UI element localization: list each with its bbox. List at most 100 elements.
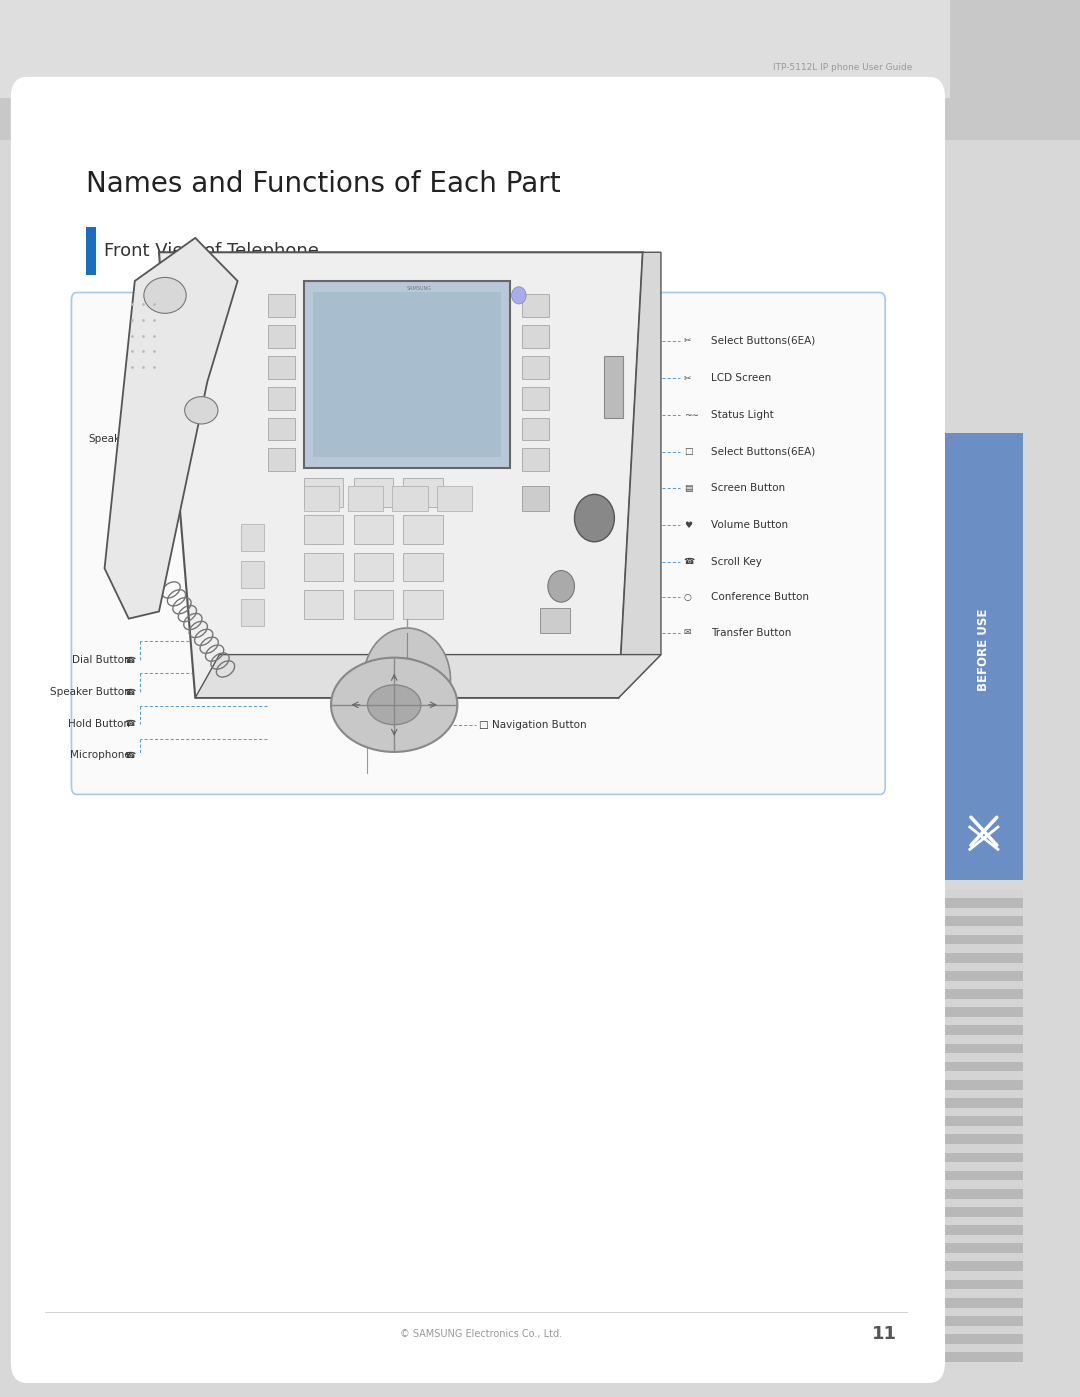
Bar <box>945 1235 1023 1243</box>
Bar <box>305 486 339 511</box>
Bar <box>305 515 343 543</box>
Text: ☎: ☎ <box>124 750 136 760</box>
Text: ✉: ✉ <box>684 629 691 637</box>
Bar <box>945 1134 1023 1144</box>
Bar <box>945 1308 1023 1316</box>
Text: □: □ <box>684 447 692 457</box>
Text: ✂: ✂ <box>684 337 691 345</box>
Bar <box>945 1035 1023 1044</box>
Bar <box>945 1271 1023 1280</box>
Bar <box>436 486 472 511</box>
Bar <box>403 515 443 543</box>
Bar <box>945 1189 1023 1199</box>
Bar <box>945 953 1023 963</box>
Bar <box>0 0 1080 140</box>
Bar <box>354 515 393 543</box>
Bar <box>945 1334 1023 1344</box>
Text: SAMSUNG: SAMSUNG <box>406 285 432 291</box>
Bar <box>945 1025 1023 1035</box>
Bar <box>0 0 950 98</box>
Bar <box>268 326 295 348</box>
Bar <box>945 1344 1023 1352</box>
Ellipse shape <box>144 278 186 313</box>
Bar <box>945 1217 1023 1225</box>
Bar <box>945 981 1023 989</box>
Bar <box>945 1098 1023 1108</box>
Bar <box>945 1253 1023 1261</box>
Bar <box>86 226 96 275</box>
Bar <box>945 963 1023 971</box>
Bar <box>403 553 443 581</box>
Bar <box>945 1090 1023 1098</box>
Bar <box>945 1316 1023 1326</box>
Bar <box>241 562 264 588</box>
Text: ☎: ☎ <box>684 557 696 566</box>
Bar <box>945 999 1023 1007</box>
Polygon shape <box>105 237 238 619</box>
Bar <box>522 293 549 317</box>
Text: © SAMSUNG Electronics Co., Ltd.: © SAMSUNG Electronics Co., Ltd. <box>400 1330 562 1340</box>
Bar <box>945 1108 1023 1116</box>
Bar <box>268 418 295 440</box>
Bar <box>241 524 264 552</box>
Text: ✂: ✂ <box>684 374 691 383</box>
Circle shape <box>512 286 526 305</box>
Text: Speaker: Speaker <box>87 434 131 444</box>
Text: Speaker Button: Speaker Button <box>50 687 131 697</box>
Bar <box>268 293 295 317</box>
Circle shape <box>330 658 458 752</box>
Bar <box>268 356 295 379</box>
Text: Hold Button: Hold Button <box>68 718 131 729</box>
Text: ○: ○ <box>684 592 691 602</box>
Text: Transfer Button: Transfer Button <box>711 627 792 637</box>
Bar <box>945 1199 1023 1207</box>
Bar <box>522 418 549 440</box>
Bar <box>604 356 623 418</box>
Text: ☎: ☎ <box>124 719 136 728</box>
Bar <box>945 935 1023 944</box>
Bar <box>945 433 1023 880</box>
Bar <box>305 590 343 619</box>
Bar <box>348 486 383 511</box>
Bar <box>313 292 501 457</box>
Bar <box>945 1144 1023 1153</box>
Bar <box>945 1171 1023 1180</box>
Bar <box>945 1261 1023 1271</box>
Bar <box>354 553 393 581</box>
Bar <box>945 1017 1023 1025</box>
Bar <box>945 1180 1023 1189</box>
FancyBboxPatch shape <box>11 77 945 1383</box>
Bar <box>945 1352 1023 1362</box>
Circle shape <box>575 495 615 542</box>
Text: Microphone: Microphone <box>70 750 131 760</box>
Circle shape <box>389 658 426 701</box>
Bar <box>945 1326 1023 1334</box>
Bar <box>945 1243 1023 1253</box>
Bar <box>945 890 1023 898</box>
Bar <box>268 387 295 409</box>
Text: ☎: ☎ <box>124 687 136 697</box>
Bar <box>945 1062 1023 1071</box>
Polygon shape <box>195 655 661 697</box>
Bar <box>241 598 264 626</box>
Text: ~∼: ~∼ <box>684 411 699 419</box>
Bar <box>522 356 549 379</box>
Text: ITP-5112L IP phone User Guide: ITP-5112L IP phone User Guide <box>773 63 913 71</box>
Text: □ Navigation Button: □ Navigation Button <box>478 719 586 729</box>
Bar <box>945 898 1023 908</box>
Text: ☎: ☎ <box>124 657 136 665</box>
Text: Status Light: Status Light <box>711 411 773 420</box>
Bar <box>945 1153 1023 1162</box>
Polygon shape <box>619 253 661 697</box>
Bar <box>945 1044 1023 1053</box>
Bar <box>945 1007 1023 1017</box>
Bar <box>945 989 1023 999</box>
Text: Scroll Key: Scroll Key <box>711 557 761 567</box>
Bar <box>945 1298 1023 1308</box>
Bar <box>945 926 1023 935</box>
Text: ▤: ▤ <box>684 483 692 493</box>
Bar <box>522 486 549 511</box>
Text: Select Buttons(6EA): Select Buttons(6EA) <box>711 335 815 345</box>
Bar <box>268 448 295 471</box>
Text: 11: 11 <box>872 1326 896 1344</box>
